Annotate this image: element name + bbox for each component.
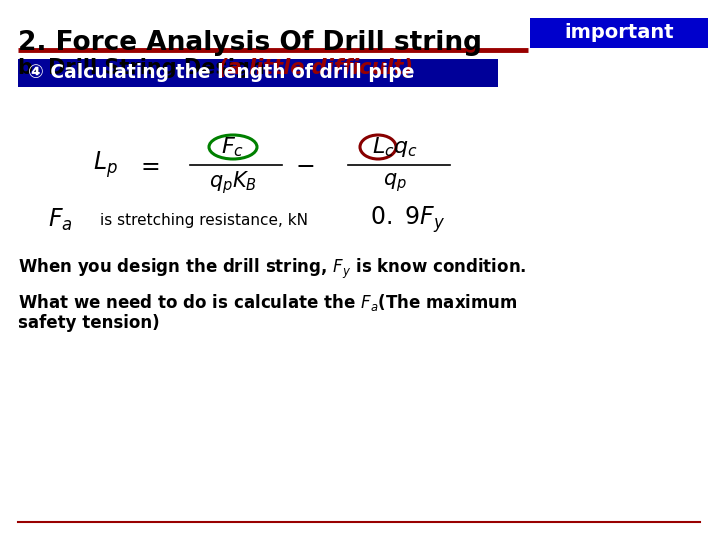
Text: What we need to do is calculate the $F_a$(The maximum: What we need to do is calculate the $F_a… (18, 292, 518, 313)
Text: important: important (564, 24, 674, 43)
Text: $F_a$: $F_a$ (48, 207, 72, 233)
Text: $=$: $=$ (136, 153, 160, 177)
Text: is stretching resistance, kN: is stretching resistance, kN (100, 213, 308, 227)
Text: $-$: $-$ (295, 153, 315, 177)
Text: $q_p$: $q_p$ (383, 172, 407, 194)
Text: b. Drill String Design: b. Drill String Design (18, 58, 265, 78)
Text: $0.\ 9F_y$: $0.\ 9F_y$ (370, 205, 446, 235)
FancyBboxPatch shape (530, 18, 708, 48)
Text: ④ Calculating the length of drill pipe: ④ Calculating the length of drill pipe (28, 64, 415, 83)
Text: $q_p K_B$: $q_p K_B$ (209, 170, 257, 197)
Text: safety tension): safety tension) (18, 314, 160, 332)
Text: When you design the drill string, $F_y$ is know condition.: When you design the drill string, $F_y$ … (18, 257, 526, 281)
Text: $L_p$: $L_p$ (93, 150, 117, 180)
Text: (a little difficult): (a little difficult) (218, 58, 413, 78)
Text: $L_c q_c$: $L_c q_c$ (372, 135, 418, 159)
FancyBboxPatch shape (18, 59, 498, 87)
Text: $F_c$: $F_c$ (222, 135, 245, 159)
Text: 2. Force Analysis Of Drill string: 2. Force Analysis Of Drill string (18, 30, 482, 56)
